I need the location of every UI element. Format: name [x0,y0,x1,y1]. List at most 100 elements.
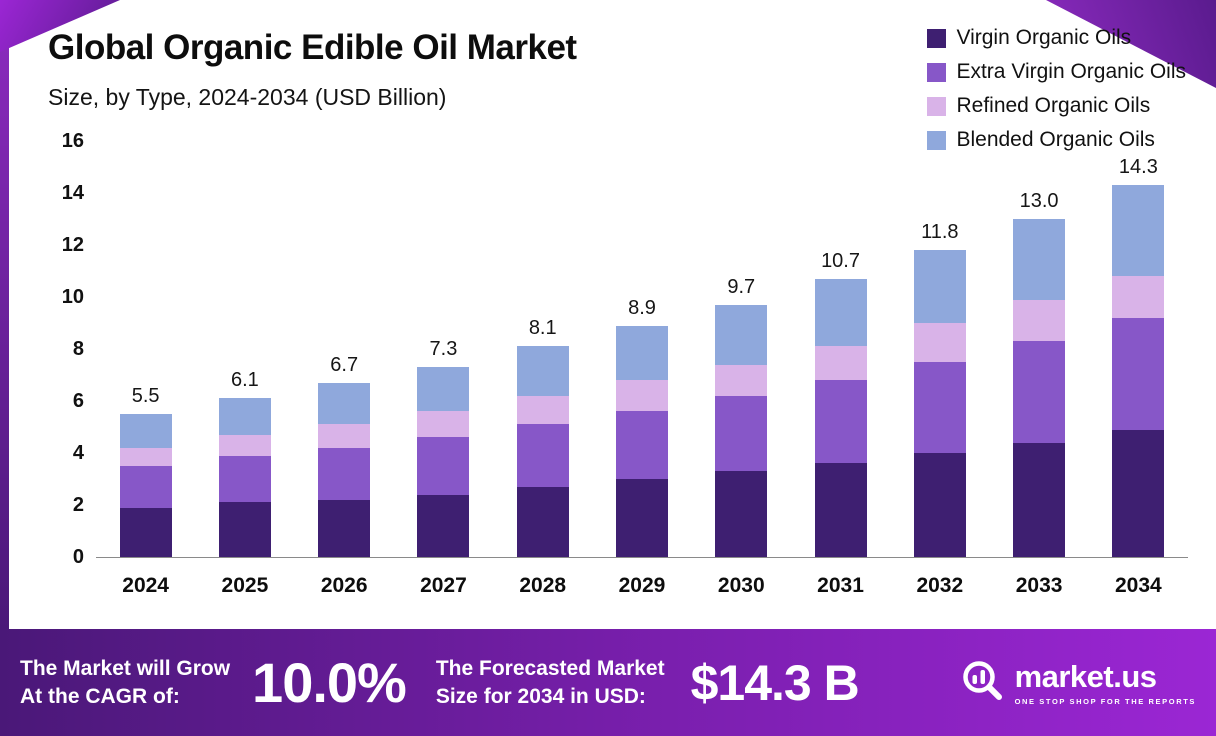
brand-name: market.us [1014,659,1157,694]
bar-total-label: 9.7 [727,275,756,298]
bar-group: 13.0 [1013,190,1066,557]
bar-segment [516,346,569,396]
bar-total-label: 7.3 [429,338,458,361]
footer-banner: The Market will Grow At the CAGR of: 10.… [0,629,1216,736]
bar-stack [1013,219,1066,557]
bar-stack [1112,185,1165,557]
market-us-logo-icon [959,657,1005,708]
bar-group: 8.9 [615,296,668,557]
x-axis-label: 2033 [1015,574,1063,597]
page-title: Global Organic Edible Oil Market [48,28,577,67]
bar-segment [615,380,668,412]
x-axis-label: 2032 [916,574,964,597]
bar-segment [913,323,966,362]
bar-stack [318,382,371,557]
bar-segment [1112,276,1165,318]
bar-segment [1013,442,1066,557]
y-tick-label: 2 [72,494,84,516]
x-axis-label: 2024 [122,574,169,597]
bar-segment [119,447,172,467]
bar-group: 7.3 [417,338,470,557]
bar-total-label: 11.8 [921,221,959,244]
legend-item: Virgin Organic Oils [927,26,1186,50]
x-axis-label: 2025 [221,574,269,597]
brand-tagline: ONE STOP SHOP FOR THE REPORTS [1014,697,1196,706]
bar-total-label: 8.1 [528,317,557,340]
legend-item: Extra Virgin Organic Oils [927,60,1186,84]
legend-swatch [927,28,947,48]
bar-segment [814,278,867,347]
bar-total-label: 10.7 [821,249,860,272]
bar-group: 14.3 [1112,156,1165,557]
bar-group: 6.1 [218,369,271,557]
x-axis-label: 2026 [320,574,368,597]
y-tick-label: 0 [72,546,84,568]
bar-segment [913,453,966,557]
legend-swatch [927,62,947,82]
bar-segment [1112,185,1165,277]
bar-total-label: 6.7 [330,353,359,376]
bar-group: 9.7 [715,275,768,557]
x-axis-label: 2027 [420,574,467,597]
bar-total-label: 8.9 [628,296,656,319]
bar-group: 11.8 [913,221,966,557]
legend-label: Extra Virgin Organic Oils [956,60,1186,83]
plot-area: 5.5 6.1 6.7 7.3 8.1 8.9 9.7 10.7 11.8 13.0 14.3 [96,142,1188,558]
cagr-label-line2: At the CAGR of: [20,684,180,708]
bar-stack [417,367,470,557]
y-tick-label: 6 [72,390,84,412]
cagr-label-line1: The Market will Grow [20,657,231,681]
bar-total-label: 13.0 [1019,190,1059,213]
legend-item: Refined Organic Oils [927,94,1186,118]
cagr-label: The Market will Grow At the CAGR of: [20,655,230,710]
y-tick-label: 10 [61,286,84,308]
cagr-value: 10.0% [252,651,407,714]
y-tick-label: 8 [72,338,84,360]
legend-item: Blended Organic Oils [927,128,1186,152]
legend-swatch [927,96,947,116]
bar-segment [1112,317,1165,430]
legend-label: Refined Organic Oils [956,94,1151,117]
bar-segment [516,395,569,425]
bar-segment [1013,219,1066,300]
bar-segment [1013,341,1066,443]
forecast-value: $14.3 B [690,654,860,711]
page-subtitle: Size, by Type, 2024-2034 (USD Billion) [48,84,447,110]
bar-segment [814,463,867,557]
bar-segment [913,362,966,453]
bar-segment [119,466,172,508]
bar-stack [913,250,966,557]
y-tick-label: 16 [61,130,84,152]
bar-total-label: 14.3 [1118,156,1158,179]
x-axis-label: 2029 [618,574,666,597]
bar-total-label: 6.1 [230,369,259,392]
brand-logo: market.us ONE STOP SHOP FOR THE REPORTS [959,657,1196,708]
bar-segment [119,507,172,557]
bar-segment [615,325,668,381]
legend-swatch [927,130,947,150]
bar-group: 6.7 [318,353,371,557]
bar-segment [417,367,470,412]
forecast-label: The Forecasted Market Size for 2034 in U… [436,655,665,710]
bar-segment [218,434,271,456]
bar-segment [318,382,371,425]
bar-segment [218,455,271,503]
bar-group: 8.1 [516,317,569,557]
brand-text: market.us ONE STOP SHOP FOR THE REPORTS [1015,659,1196,706]
y-axis: 0 2 4 6 8 10 12 14 16 [44,130,96,568]
bar-segment [715,364,768,396]
x-axis-label: 2028 [519,574,567,597]
bar-segment [218,502,271,557]
x-axis: 2024 2025 2026 2027 2028 2029 2030 2031 2032 2033… [96,574,1188,598]
bar-total-label: 5.5 [131,385,160,408]
bar-segment [615,479,668,557]
y-tick-label: 12 [61,234,84,256]
y-tick-label: 14 [61,182,84,204]
bar-segment [615,411,668,479]
bar-stack [516,346,569,557]
bar-segment [516,486,569,557]
bar-segment [218,398,271,435]
legend-label: Blended Organic Oils [956,128,1155,151]
bar-segment [516,424,569,487]
